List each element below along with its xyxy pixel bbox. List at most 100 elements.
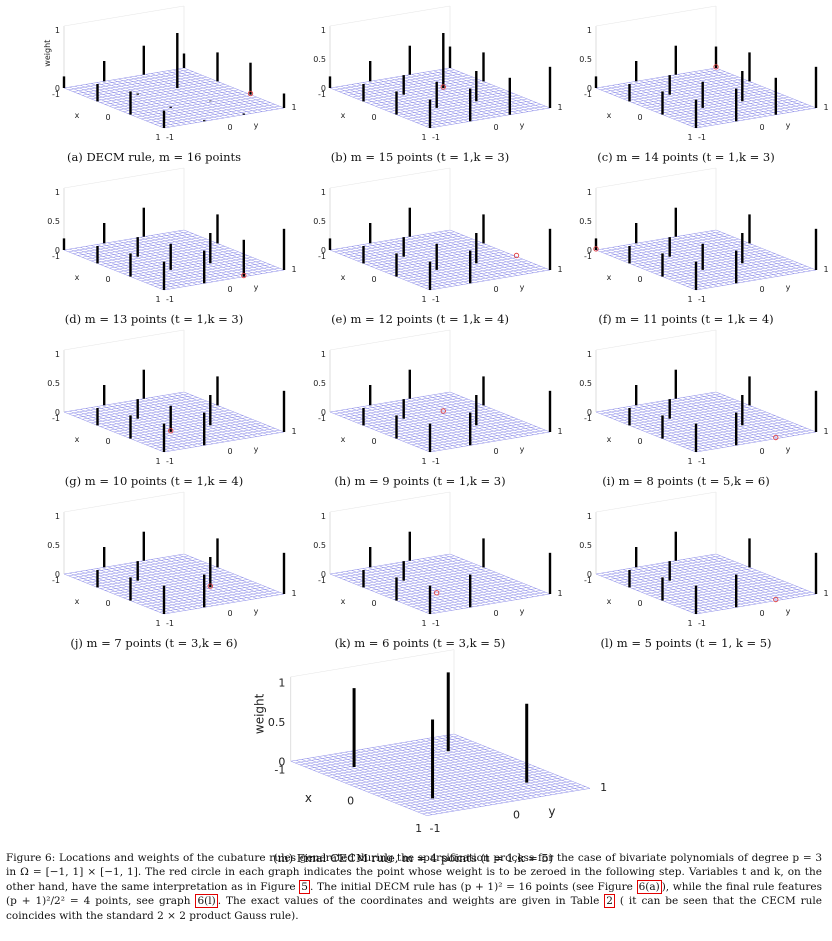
subfigure-caption: (d) m = 13 points (t = 1,k = 3) — [64, 312, 244, 326]
y-axis-label: y — [520, 121, 525, 130]
x-tick-label: 1 — [687, 295, 692, 304]
subfigure-e: 0 0.5 1 -1 0 1 x -1 0 1 y (e) m = 12 points (t = 1,… — [300, 167, 563, 348]
floor-grid — [595, 553, 817, 615]
subfigure-caption: (m) Final CECM rule, m = 4 points (t = 1… — [273, 851, 554, 866]
subfigure-d: 0 0.5 1 -1 0 1 x -1 0 1 y (d) m = 13 points (t = 1,… — [34, 167, 297, 348]
z-tick-label: 0 — [587, 408, 592, 417]
subfigure-caption: (c) m = 14 points (t = 1,k = 3) — [597, 150, 775, 164]
y-axis-label: y — [786, 445, 791, 454]
subfigure-f: 0 0.5 1 -1 0 1 x -1 0 1 y (f) m = 11 points (t = 1,… — [566, 167, 829, 348]
highlight-marker — [773, 596, 779, 603]
z-tick-label: 1 — [55, 188, 60, 197]
subfigure-b: 0 0.5 1 -1 0 1 x -1 0 1 y (b) m = 15 points (t = 1,… — [300, 5, 563, 186]
x-tick-label: 0 — [371, 113, 376, 122]
z-tick-label: 0 — [321, 408, 326, 417]
x-axis-label: x — [607, 273, 612, 282]
z-tick-label: -1 — [584, 252, 592, 261]
y-axis-label: y — [520, 283, 525, 292]
x-axis-label: x — [341, 435, 346, 444]
x-tick-label: 0 — [105, 599, 110, 608]
x-tick-label: 0 — [371, 437, 376, 446]
x-tick-label: 1 — [155, 295, 160, 304]
z-tick-label: 0.5 — [313, 541, 326, 550]
z-tick-label: 0.5 — [579, 541, 592, 550]
highlight-marker — [207, 583, 213, 589]
z-tick-label: -1 — [52, 252, 60, 261]
z-tick-label: 0.5 — [47, 217, 60, 226]
highlight-marker — [241, 272, 247, 279]
y-tick-label: -1 — [698, 457, 706, 466]
caption-text: ), while the final rule features (p + 1)… — [6, 880, 822, 908]
figure-link[interactable]: 6(l) — [195, 894, 218, 909]
weight-axis-label: weight — [253, 693, 267, 734]
z-tick-label: -1 — [274, 763, 285, 776]
subfigure-caption: (e) m = 12 points (t = 1,k = 4) — [331, 312, 509, 326]
y-axis-label: y — [786, 607, 791, 616]
y-tick-label: -1 — [698, 619, 706, 628]
y-tick-label: 1 — [600, 781, 607, 794]
y-tick-label: 0 — [759, 285, 764, 294]
y-axis-label: y — [548, 805, 555, 819]
x-tick-label: 0 — [105, 275, 110, 284]
z-tick-label: 0 — [587, 570, 592, 579]
z-tick-label: -1 — [318, 90, 326, 99]
z-tick-label: 1 — [587, 512, 592, 521]
y-tick-label: 1 — [823, 427, 828, 436]
z-tick-label: -1 — [52, 90, 60, 99]
caption-text: . The exact values of the coordinates an… — [217, 895, 605, 908]
highlight-marker — [247, 90, 254, 97]
x-axis-label: x — [305, 791, 312, 805]
caption-text: . The initial DECM rule has (p + 1)² = 1… — [309, 880, 637, 893]
subfigure-caption: (l) m = 5 points (t = 1, k = 5) — [600, 636, 772, 650]
y-tick-label: 1 — [291, 103, 296, 112]
z-tick-label: 1 — [55, 26, 60, 35]
z-tick-label: 0 — [321, 570, 326, 579]
z-tick-label: 0.5 — [313, 55, 326, 64]
subfigure-h: 0 0.5 1 -1 0 1 x -1 0 1 y (h) m = 9 points (t = 1,k… — [300, 329, 563, 510]
x-tick-label: 0 — [371, 599, 376, 608]
subfigure-caption: (j) m = 7 points (t = 3,k = 6) — [70, 636, 238, 650]
highlight-marker — [773, 434, 779, 441]
x-tick-label: 0 — [371, 275, 376, 284]
x-axis-label: x — [75, 111, 80, 120]
highlight-marker — [434, 590, 440, 596]
y-tick-label: 1 — [823, 265, 828, 274]
x-axis-label: x — [607, 597, 612, 606]
highlight-marker — [593, 246, 599, 252]
z-tick-label: 0.5 — [47, 379, 60, 388]
table-link[interactable]: 2 — [604, 894, 615, 909]
y-tick-label: 1 — [291, 427, 296, 436]
weight-axis-label: weight — [43, 40, 52, 67]
highlight-marker — [168, 428, 174, 434]
x-tick-label: 0 — [105, 113, 110, 122]
z-tick-label: 1 — [321, 188, 326, 197]
z-tick-label: 0 — [55, 246, 60, 255]
y-axis-label: y — [786, 283, 791, 292]
floor-grid — [329, 229, 551, 291]
figure-link[interactable]: 6(a) — [636, 879, 662, 894]
x-axis-label: x — [75, 273, 80, 282]
z-tick-label: 0.5 — [313, 217, 326, 226]
figure-link[interactable]: 5 — [299, 879, 310, 894]
x-tick-label: 1 — [155, 457, 160, 466]
y-tick-label: 0 — [227, 285, 232, 294]
y-tick-label: 1 — [557, 427, 562, 436]
y-tick-label: 0 — [759, 609, 764, 618]
y-tick-label: 1 — [557, 103, 562, 112]
floor-grid — [329, 391, 551, 453]
y-tick-label: -1 — [166, 133, 174, 142]
y-tick-label: -1 — [429, 822, 440, 835]
y-tick-label: 1 — [557, 589, 562, 598]
x-tick-label: 0 — [637, 113, 642, 122]
y-tick-label: -1 — [166, 295, 174, 304]
subfigure-j: 0 0.5 1 -1 0 1 x -1 0 1 y (j) m = 7 points (t = 3,k… — [34, 491, 297, 672]
y-axis-label: y — [254, 445, 259, 454]
subfigure-c: 0 0.5 1 -1 0 1 x -1 0 1 y (c) m = 14 points (t = 1,… — [566, 5, 829, 186]
y-tick-label: 0 — [513, 808, 520, 821]
